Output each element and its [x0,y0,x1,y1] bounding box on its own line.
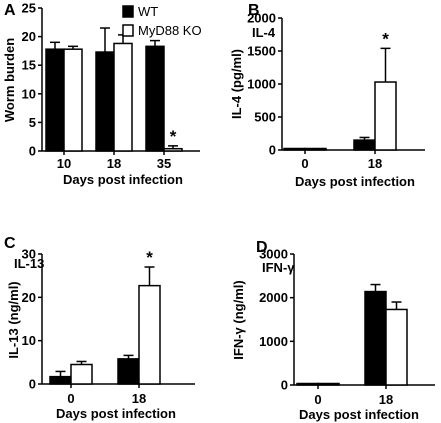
y-tick-label: 0 [269,143,276,158]
x-axis-title: Days post infection [63,172,183,187]
y-tick-label: 2000 [259,290,288,305]
x-tick-label: 18 [368,156,382,171]
y-axis-title: Worm burden [2,38,17,122]
x-tick-label: 10 [57,156,71,171]
y-tick-label: 0 [29,377,36,392]
significance-marker: * [146,248,153,267]
bar-wt [49,375,72,385]
y-tick-label: 500 [254,110,276,125]
legend-swatch-myd88-ko [122,24,134,37]
bar-wt [364,290,387,386]
y-tick-label: 15 [22,58,36,73]
legend-label-wt: WT [138,4,158,19]
x-tick-label: 0 [301,156,308,171]
y-axis-title: IL-13 (ng/ml) [6,281,21,358]
x-axis-title: Days post infection [295,174,415,189]
y-tick-label: 0 [29,144,36,159]
x-axis-title: Days post infection [56,406,176,421]
y-tick-label: 5 [29,115,36,130]
bar-myd88-ko [63,48,83,152]
x-tick-label: 18 [379,392,393,407]
x-tick-label: 35 [157,156,171,171]
x-tick-label: 0 [314,392,321,407]
y-tick-label: 20 [22,29,36,44]
bar-myd88-ko [138,284,161,385]
bar-wt [145,45,165,152]
bar-myd88-ko [385,308,408,386]
bar-wt [95,51,115,152]
y-tick-label: 3000 [259,247,288,262]
panel-title: IL-4 [252,25,276,40]
panel-a: A 0 5 10 15 20 25 10 18 35 * Days post infection Wor… [2,1,200,187]
panel-letter: A [4,2,16,19]
y-tick-label: 2000 [247,11,276,26]
legend-label-myd88-ko: MyD88 KO [138,23,202,38]
legend: WT MyD88 KO [122,4,202,38]
x-tick-label: 0 [67,391,74,406]
panel-letter: D [256,239,268,256]
x-axis-title: Days post infection [299,407,419,422]
y-tick-label: 30 [22,247,36,262]
bar-myd88-ko [374,81,397,151]
legend-swatch-wt [122,5,134,18]
bar-myd88-ko [70,363,93,385]
panel-c: C IL-13 0 10 20 30 0 18 * Days post infection IL-1… [4,235,195,421]
panel-title: IFN-γ [262,260,295,275]
y-axis-title: IFN-γ (ng/ml) [231,280,246,359]
y-tick-label: 1000 [259,334,288,349]
y-tick-label: 10 [22,86,36,101]
y-tick-label: 20 [22,290,36,305]
x-tick-label: 18 [107,156,121,171]
significance-marker: * [170,127,177,146]
bar-wt [45,48,65,152]
y-tick-label: 1500 [247,44,276,59]
panel-b: B IL-4 0 500 1000 1500 2000 0 18 * Days post infec… [229,2,425,189]
x-tick-label: 18 [132,391,146,406]
bar-wt [353,139,376,151]
panel-letter: B [248,2,260,19]
y-tick-label: 25 [22,1,36,16]
y-tick-label: 0 [281,378,288,393]
y-tick-label: 1000 [247,77,276,92]
significance-marker: * [382,29,389,48]
bar-myd88-ko [163,147,183,152]
y-tick-label: 10 [22,333,36,348]
bar-wt [117,358,140,385]
y-axis-title: IL-4 (pg/ml) [229,49,244,119]
panel-title: IL-13 [14,256,44,271]
bar-myd88-ko [113,42,133,152]
panel-letter: C [4,235,16,252]
